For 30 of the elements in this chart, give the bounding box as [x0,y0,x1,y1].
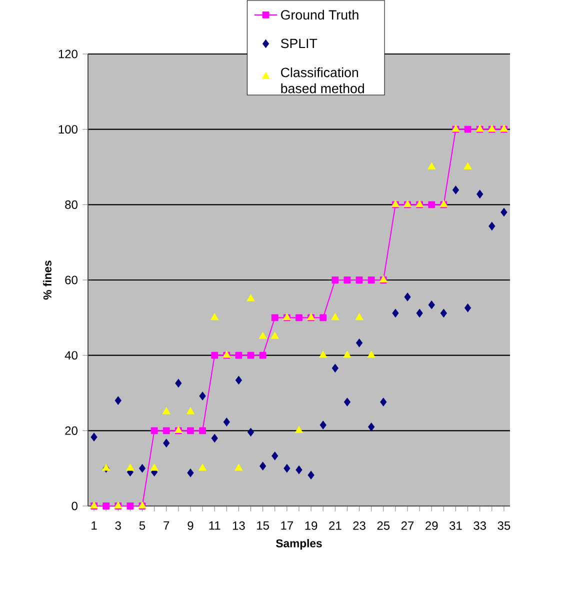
x-tick-label: 5 [139,521,146,530]
y-tick-label: 100 [58,125,78,134]
y-tick-label: 60 [65,276,78,284]
x-tick-label: 21 [329,521,342,530]
y-tick-label: 40 [64,351,78,360]
x-tick-label: 11 [209,521,220,530]
y-tick-label: 80 [65,200,78,209]
y-axis-title: % fines [43,260,52,300]
x-tick-label: 27 [401,521,414,530]
x-tick-label: 7 [164,521,170,530]
x-tick-label: 9 [188,521,194,530]
x-tick-label: 25 [377,521,390,530]
x-tick-label: 33 [474,521,486,530]
x-tick-label: 31 [450,521,462,530]
legend-label: SPLIT [280,38,318,48]
y-tick-label: 0 [72,502,78,510]
x-tick-label: 35 [498,521,510,530]
legend-label: Ground Truth [281,10,358,20]
x-tick-label: 1 [92,521,97,530]
y-tick-label: 120 [58,50,78,58]
y-tick-label: 20 [65,426,78,435]
x-tick-label: 3 [115,521,121,530]
x-tick-label: 23 [353,521,366,530]
x-axis-title: Samples [276,539,322,550]
legend-label: Classification based method [281,67,364,94]
x-tick-label: 29 [426,521,438,530]
x-tick-label: 17 [281,521,293,530]
x-tick-label: 19 [305,521,318,530]
x-tick-label: 13 [232,521,245,530]
x-tick-label: 15 [257,521,269,530]
